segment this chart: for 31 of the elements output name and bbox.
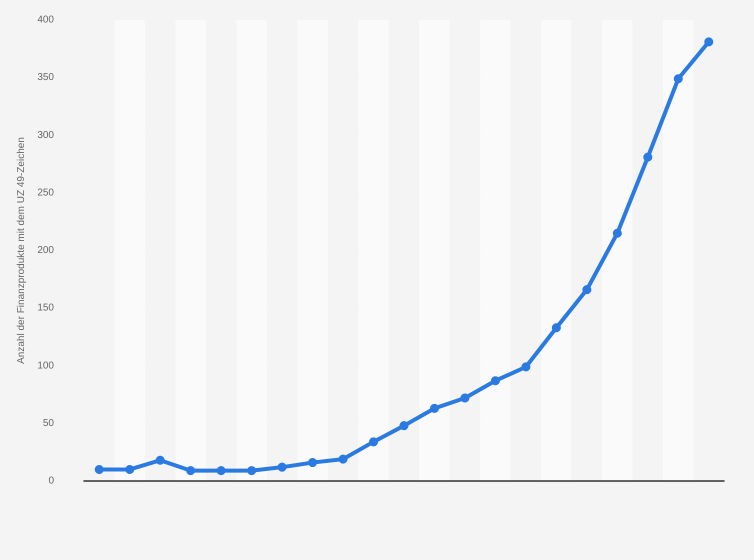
y-tick-label: 100: [37, 360, 54, 372]
point: [400, 421, 408, 430]
point: [94, 464, 104, 474]
point: [186, 466, 196, 476]
point: [247, 466, 256, 476]
point: [460, 394, 470, 403]
point: [308, 458, 318, 468]
point: [552, 323, 561, 332]
point: [674, 74, 683, 84]
y-tick-label: 300: [37, 130, 54, 141]
point: [125, 464, 134, 474]
point: [612, 228, 622, 238]
point: [643, 152, 652, 162]
point: [369, 437, 378, 446]
y-tick-label: 400: [37, 14, 54, 26]
y-tick-label: 350: [37, 72, 54, 84]
point: [278, 462, 287, 472]
point: [338, 454, 348, 464]
y-tick-label: 200: [37, 245, 54, 256]
point: [156, 456, 165, 465]
y-tick-label: 50: [42, 418, 54, 429]
y-tick-label: 0: [48, 476, 54, 486]
point: [521, 362, 530, 372]
point: [704, 37, 714, 46]
y-tick-label: 150: [37, 302, 54, 314]
y-axis-title: Anzahl der Finanzprodukte mit dem UZ 49-Zeichen: [16, 137, 27, 364]
y-tick-label: 250: [37, 187, 54, 198]
point: [216, 466, 226, 476]
point: [490, 376, 500, 386]
point: [582, 285, 592, 294]
point: [430, 404, 439, 413]
